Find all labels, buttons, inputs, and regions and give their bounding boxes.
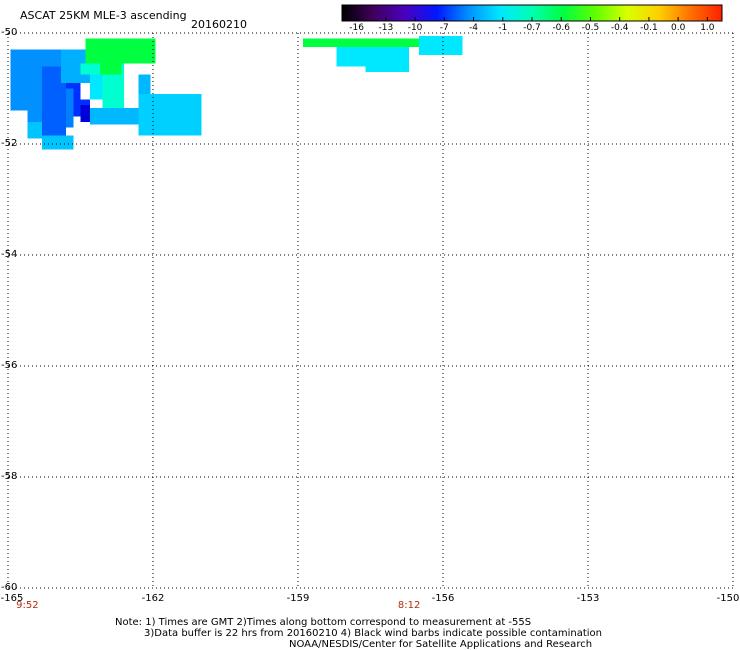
map-title: ASCAT 25KM MLE-3 ascending [20, 9, 187, 22]
data-cell-9 [66, 88, 74, 128]
lat-tick-label: -52 [1, 138, 18, 149]
colorbar-label: -0.4 [610, 23, 629, 33]
note-line-2: 3)Data buffer is 22 hrs from 20160210 4)… [144, 628, 602, 639]
data-cell-2 [27, 121, 42, 139]
lat-tick-label: -56 [1, 360, 18, 371]
data-cell-22 [365, 46, 410, 72]
map-date: 20160210 [191, 18, 247, 31]
lon-tick-label: -165 [0, 593, 24, 604]
data-cell-16 [85, 38, 156, 64]
colorbar-label: -0.6 [552, 23, 570, 33]
lat-tick-label: -60 [1, 582, 18, 593]
colorbar-label: -0.1 [640, 23, 658, 33]
lon-tick-label: -153 [576, 593, 600, 604]
colorbar-label: -0.7 [523, 23, 541, 33]
data-cell-5 [41, 49, 62, 67]
data-cell-1 [27, 49, 42, 122]
lon-tick-label: -156 [431, 593, 455, 604]
lat-tick-label: -58 [1, 471, 18, 482]
lat-tick-label: -54 [1, 249, 18, 260]
lon-tick-label: -159 [286, 593, 310, 604]
data-cell-14 [90, 107, 151, 125]
colorbar-label: -13 [378, 23, 394, 33]
colorbar-label: 1.0 [700, 23, 715, 33]
note-line-3: NOAA/NESDIS/Center for Satellite Applica… [289, 639, 593, 650]
colorbar-label: -10 [407, 23, 423, 33]
time-marker-label: 9:52 [16, 600, 39, 611]
colorbar-label: -0.5 [581, 23, 600, 33]
data-cell-21 [336, 46, 366, 67]
time-marker-label: 8:12 [397, 600, 421, 611]
data-cell-8 [80, 105, 91, 122]
colorbar-label: 0.0 [670, 23, 686, 33]
data-cell-20 [418, 35, 463, 56]
colorbar-label: -4 [469, 23, 479, 33]
colorbar-label: -16 [349, 23, 364, 33]
note-line-1: Note: 1) Times are GMT 2)Times along bot… [115, 617, 532, 628]
data-cell-19 [302, 38, 419, 47]
data-cell-15 [138, 94, 202, 136]
lon-tick-label: -162 [141, 593, 165, 604]
data-cell-17 [92, 63, 122, 75]
data-cell-18 [80, 63, 100, 75]
lon-tick-label: -150 [716, 593, 740, 604]
colorbar-label: -1 [498, 23, 508, 33]
colorbar-label: -7 [439, 23, 449, 33]
lat-tick-label: -50 [1, 27, 18, 38]
data-cell-0 [10, 49, 28, 111]
data-cell-4 [41, 135, 74, 150]
